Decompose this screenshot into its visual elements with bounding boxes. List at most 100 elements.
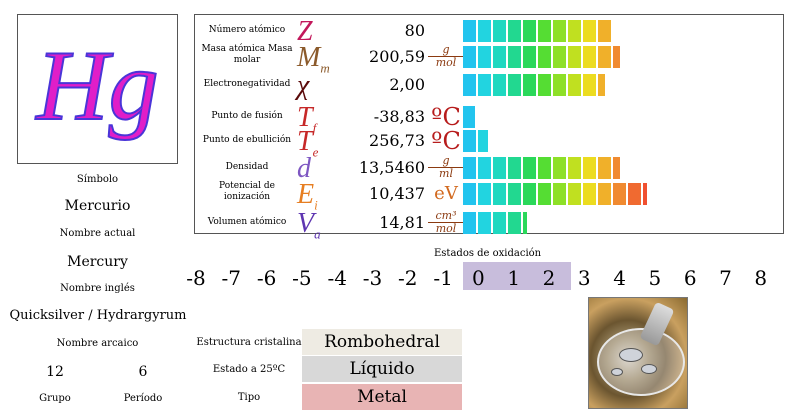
property-bar <box>463 212 529 234</box>
property-symbol-subscript: f <box>312 120 317 136</box>
property-value: 10,437 <box>369 184 425 203</box>
property-bar <box>463 46 622 68</box>
english-name-label: Nombre inglés <box>60 283 135 294</box>
bar-segment <box>628 183 641 205</box>
bar-segment <box>463 183 476 205</box>
property-bar <box>463 106 477 128</box>
property-symbol: Mm <box>297 42 330 76</box>
bar-segment <box>463 130 476 152</box>
bar-segment <box>508 74 521 96</box>
mercury-drop <box>619 348 643 362</box>
properties-panel: Número atómico Z 80 Masa atómica Masa molar… <box>194 14 785 242</box>
current-name: Mercurio <box>64 198 131 214</box>
bar-segment <box>478 74 491 96</box>
property-symbol: Te <box>297 126 319 160</box>
info-label: Estado a 25ºC <box>212 364 286 375</box>
oxidation-state: 2 <box>542 266 556 290</box>
bar-segment <box>478 20 491 42</box>
oxidation-state: -2 <box>398 266 418 290</box>
property-bar <box>463 183 649 205</box>
property-symbol: d <box>297 153 311 184</box>
bar-segment <box>613 157 620 179</box>
property-row: Volumen atómico Va 14,81 cm³ mol <box>195 210 785 242</box>
bar-segment <box>493 74 506 96</box>
bar-segment <box>613 46 620 68</box>
bar-segment <box>643 183 647 205</box>
property-row: Punto de ebullición Te 256,73 ºC <box>195 128 785 160</box>
bar-segment <box>583 157 596 179</box>
property-symbol: Ei <box>297 179 318 213</box>
bar-segment <box>553 183 566 205</box>
property-label: Electronegatividad <box>203 79 291 89</box>
oxidation-state: 7 <box>719 266 732 290</box>
bar-segment <box>538 157 551 179</box>
property-value: 256,73 <box>369 131 425 150</box>
petri-dish <box>597 328 685 396</box>
property-value: 200,59 <box>369 47 425 66</box>
oxidation-title: Estados de oxidación <box>434 248 542 259</box>
bar-segment <box>508 183 521 205</box>
bar-segment <box>553 157 566 179</box>
oxidation-state: 5 <box>648 266 662 290</box>
property-bar <box>463 157 622 179</box>
property-value: 2,00 <box>389 75 425 94</box>
archaic-name-label: Nombre arcaico <box>56 338 139 349</box>
mercury-photo <box>588 297 688 409</box>
bar-segment <box>508 212 521 234</box>
symbol-label: Símbolo <box>76 174 119 185</box>
oxidation-state: -1 <box>433 266 453 290</box>
property-symbol: Tf <box>297 102 317 136</box>
bar-segment <box>613 183 626 205</box>
oxidation-state: -6 <box>256 266 277 290</box>
mercury-drop <box>641 364 657 374</box>
bar-segment <box>493 46 506 68</box>
oxidation-state: -5 <box>292 266 312 290</box>
bar-segment <box>553 20 566 42</box>
property-unit: cm³ mol <box>428 210 464 235</box>
bar-segment <box>583 74 596 96</box>
period-value: 6 <box>138 364 148 380</box>
bar-segment <box>463 74 476 96</box>
property-value: -38,83 <box>373 107 425 126</box>
bar-segment <box>583 46 596 68</box>
unit-denominator: mol <box>428 222 464 235</box>
bar-segment <box>463 106 475 128</box>
oxidation-state: 0 <box>472 266 485 290</box>
property-value: 14,81 <box>379 213 425 232</box>
property-symbol: χ <box>297 70 310 101</box>
property-row: Densidad d 13,5460 g ml <box>195 153 785 184</box>
property-bar <box>463 20 613 42</box>
info-value: Líquido <box>302 356 462 382</box>
unit-numerator: g <box>442 43 450 56</box>
group-value: 12 <box>46 364 64 380</box>
info-label: Tipo <box>237 392 261 403</box>
property-label: Potencial de ionización <box>219 181 275 202</box>
property-symbol-subscript: e <box>312 144 319 160</box>
bar-segment <box>583 20 596 42</box>
bar-segment <box>568 183 581 205</box>
bar-segment <box>478 183 491 205</box>
oxidation-state: 4 <box>613 266 626 290</box>
property-symbol-subscript: i <box>314 197 318 213</box>
bar-segment <box>538 74 551 96</box>
property-label: Densidad <box>225 162 269 172</box>
property-label: Punto de fusión <box>211 111 283 121</box>
oxidation-state: 6 <box>683 266 697 290</box>
bar-segment <box>598 183 611 205</box>
archaic-name: Quicksilver / Hydrargyrum <box>9 308 187 323</box>
bar-segment <box>493 20 506 42</box>
oxidation-highlight <box>463 262 571 290</box>
property-unit: g mol <box>428 44 464 69</box>
bar-segment <box>508 46 521 68</box>
property-label: Masa atómica Masa molar <box>201 44 293 65</box>
property-symbol: Z <box>297 16 313 47</box>
property-unit: eV <box>434 183 458 204</box>
oxidation-state: -3 <box>362 266 383 290</box>
bar-segment <box>598 46 611 68</box>
bar-segment <box>598 74 605 96</box>
oxidation-state: -8 <box>186 266 206 290</box>
property-bar <box>463 74 607 96</box>
bar-segment <box>493 212 506 234</box>
bar-segment <box>508 157 521 179</box>
property-symbol-subscript: a <box>314 226 321 242</box>
